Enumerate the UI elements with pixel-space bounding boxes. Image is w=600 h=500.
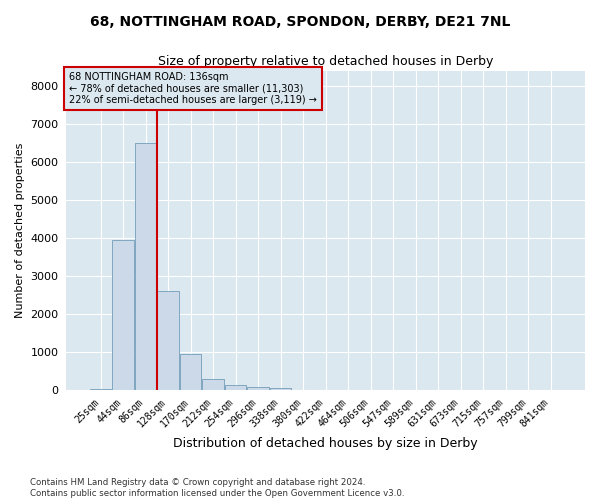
Bar <box>247 386 269 390</box>
Bar <box>270 388 292 390</box>
Y-axis label: Number of detached properties: Number of detached properties <box>15 143 25 318</box>
Bar <box>135 143 156 390</box>
Bar <box>202 379 224 390</box>
Text: Contains HM Land Registry data © Crown copyright and database right 2024.
Contai: Contains HM Land Registry data © Crown c… <box>30 478 404 498</box>
Bar <box>157 292 179 390</box>
Bar <box>112 240 134 390</box>
Title: Size of property relative to detached houses in Derby: Size of property relative to detached ho… <box>158 55 493 68</box>
Text: 68, NOTTINGHAM ROAD, SPONDON, DERBY, DE21 7NL: 68, NOTTINGHAM ROAD, SPONDON, DERBY, DE2… <box>90 15 510 29</box>
Bar <box>225 386 247 390</box>
Bar <box>180 354 202 391</box>
X-axis label: Distribution of detached houses by size in Derby: Distribution of detached houses by size … <box>173 437 478 450</box>
Text: 68 NOTTINGHAM ROAD: 136sqm
← 78% of detached houses are smaller (11,303)
22% of : 68 NOTTINGHAM ROAD: 136sqm ← 78% of deta… <box>69 72 317 106</box>
